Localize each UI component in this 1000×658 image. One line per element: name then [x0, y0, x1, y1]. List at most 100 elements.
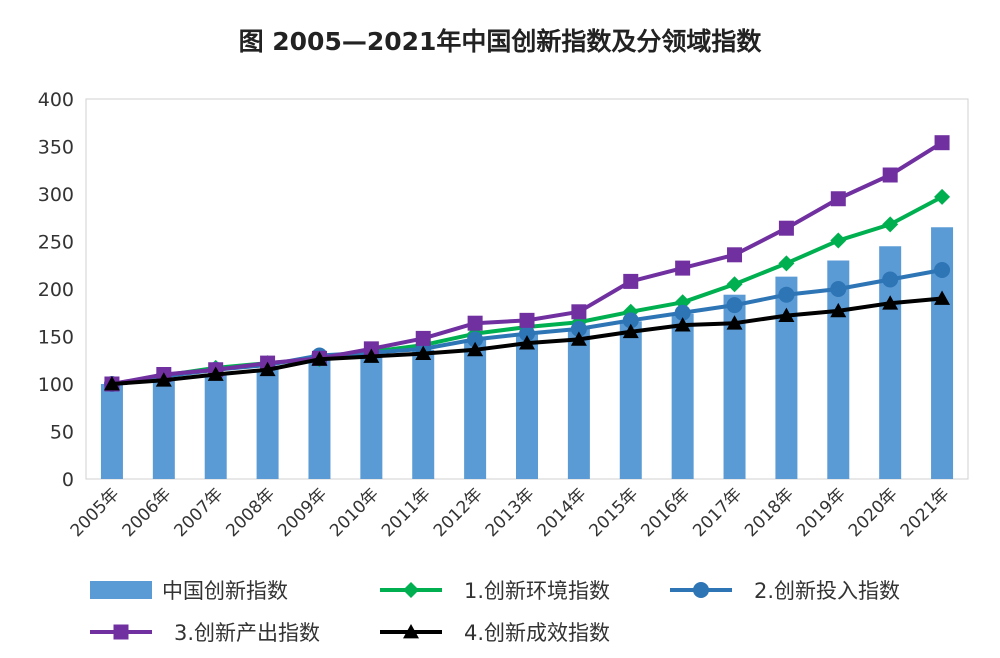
y-tick-label: 0: [62, 469, 74, 491]
x-tick-label: 2008年: [222, 484, 279, 541]
y-tick-label: 400: [38, 89, 74, 111]
x-tick-label: 2015年: [586, 484, 643, 541]
data-point: [934, 290, 951, 305]
data-point: [467, 315, 483, 331]
data-point: [934, 135, 950, 151]
data-point: [103, 376, 120, 391]
legend-label: 中国创新指数: [162, 579, 288, 603]
data-point: [726, 297, 743, 314]
bar: [671, 313, 694, 479]
data-point: [311, 351, 328, 366]
legend-label: 3.创新产出指数: [174, 621, 320, 645]
x-tick-label: 2016年: [637, 484, 694, 541]
legend-label: 2.创新投入指数: [754, 579, 900, 603]
y-tick-label: 250: [38, 232, 74, 254]
data-point: [570, 331, 587, 346]
bar: [412, 349, 435, 479]
data-point: [519, 312, 535, 328]
x-tick-label: 2010年: [326, 484, 383, 541]
y-tick-label: 100: [38, 374, 74, 396]
data-point: [674, 317, 691, 332]
legend-label: 4.创新成效指数: [464, 621, 610, 645]
bar: [204, 373, 227, 479]
data-point: [467, 331, 484, 348]
bar: [152, 378, 175, 479]
x-tick-label: 2013年: [482, 484, 539, 541]
x-tick-label: 2020年: [845, 484, 902, 541]
legend-item: 3.创新产出指数: [90, 621, 320, 645]
data-point: [778, 255, 795, 272]
bar: [723, 294, 746, 479]
series-triangle: [103, 290, 951, 391]
y-tick-label: 50: [50, 422, 74, 444]
x-tick-label: 2006年: [119, 484, 176, 541]
data-point: [155, 372, 172, 387]
data-point: [674, 304, 691, 321]
data-point: [726, 315, 743, 330]
series-square: [104, 135, 950, 392]
data-point: [882, 271, 899, 288]
data-point: [403, 624, 419, 639]
x-tick-label: 2017年: [689, 484, 746, 541]
legend-swatch: [90, 581, 152, 599]
data-point: [207, 366, 224, 381]
x-tick-label: 2012年: [430, 484, 487, 541]
data-point: [519, 325, 535, 342]
legend-item: 2.创新投入指数: [670, 579, 900, 603]
bar: [931, 227, 954, 479]
data-point: [519, 335, 535, 350]
bar: [464, 339, 487, 479]
data-point: [113, 624, 129, 640]
data-point: [363, 348, 380, 363]
bar: [567, 328, 590, 479]
x-tick-label: 2014年: [534, 484, 591, 541]
data-point: [570, 320, 587, 337]
data-point: [415, 345, 432, 360]
x-tick-label: 2021年: [897, 484, 954, 541]
x-tick-label: 2018年: [741, 484, 798, 541]
bar: [256, 368, 279, 479]
data-point: [830, 232, 847, 249]
data-point: [882, 295, 899, 310]
line-series: [103, 135, 951, 392]
data-point: [830, 191, 846, 207]
data-point: [778, 307, 795, 322]
legend: 中国创新指数 1.创新环境指数 2.创新投入指数 3.创新产出指数 4.创新成效指数: [90, 579, 900, 645]
x-tick-label: 2009年: [274, 484, 331, 541]
data-point: [778, 220, 794, 236]
bar: [516, 334, 538, 479]
y-tick-label: 150: [38, 327, 74, 349]
chart-title: 图 2005—2021年中国创新指数及分领域指数: [238, 27, 762, 56]
bar-series: [100, 227, 954, 479]
legend-item: 4.创新成效指数: [380, 621, 610, 645]
bar: [100, 384, 123, 479]
x-axis-ticks: 2005年2006年2007年2008年2009年2010年2011年2012年…: [67, 484, 954, 541]
data-point: [882, 216, 899, 233]
bar: [619, 321, 642, 479]
data-point: [259, 361, 276, 377]
x-tick-label: 2011年: [378, 484, 435, 541]
legend-label: 1.创新环境指数: [464, 579, 610, 603]
data-point: [675, 260, 691, 276]
x-tick-label: 2005年: [67, 484, 124, 541]
legend-item: 1.创新环境指数: [380, 579, 610, 603]
y-tick-label: 300: [38, 184, 74, 206]
data-point: [830, 281, 847, 297]
data-point: [571, 304, 587, 320]
data-point: [830, 302, 847, 318]
data-point: [622, 323, 639, 339]
data-point: [727, 247, 743, 263]
data-point: [726, 276, 743, 293]
data-point: [934, 262, 951, 278]
bar: [775, 276, 798, 479]
data-point: [882, 167, 898, 183]
data-point: [415, 330, 431, 346]
x-tick-label: 2019年: [793, 484, 850, 541]
y-tick-label: 350: [38, 137, 74, 159]
data-point: [467, 341, 484, 357]
data-point: [934, 188, 951, 205]
data-point: [403, 582, 419, 598]
data-point: [778, 286, 795, 303]
legend-item: 中国创新指数: [90, 579, 288, 603]
